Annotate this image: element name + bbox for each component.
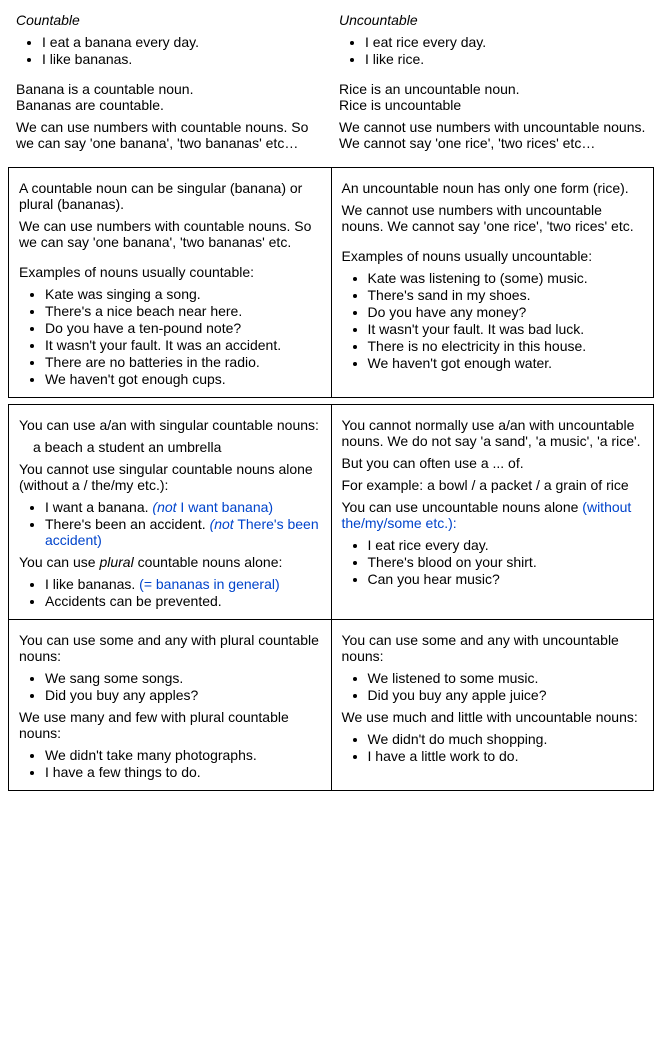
box2-row1-left-list1: I want a banana. (not I want banana) The… — [19, 499, 321, 548]
list-item: Kate was singing a song. — [45, 286, 321, 302]
box1-left: A countable noun can be singular (banana… — [9, 168, 332, 397]
box-2: You can use a/an with singular countable… — [8, 404, 654, 791]
countable-p2: We can use numbers with countable nouns.… — [16, 119, 323, 151]
box2-row1-left-list2: I like bananas. (= bananas in general) A… — [19, 576, 321, 609]
list-item: There's sand in my shoes. — [368, 287, 644, 303]
list-item: We didn't take many photographs. — [45, 747, 321, 763]
text: Banana is a countable noun. — [16, 81, 193, 97]
list-item: I have a little work to do. — [368, 748, 644, 764]
text: You can use — [19, 554, 99, 570]
countable-heading: Countable — [16, 12, 323, 28]
list-item: I like bananas. (= bananas in general) — [45, 576, 321, 592]
box2-row1-right: You cannot normally use a/an with uncoun… — [332, 405, 654, 619]
text: countable nouns alone: — [134, 554, 283, 570]
list-item: I eat rice every day. — [365, 34, 646, 50]
text: We use much and little with uncountable … — [342, 709, 644, 725]
text: Examples of nouns usually uncountable: — [342, 248, 644, 264]
uncountable-col: Uncountable I eat rice every day. I like… — [331, 8, 654, 161]
uncountable-top-list: I eat rice every day. I like rice. — [339, 34, 646, 67]
top-section: Countable I eat a banana every day. I li… — [8, 8, 654, 161]
text: I like bananas. — [45, 576, 139, 592]
box2-row2-right-list2: We didn't do much shopping. I have a lit… — [342, 731, 644, 764]
list-item: I eat a banana every day. — [42, 34, 323, 50]
list-item: Accidents can be prevented. — [45, 593, 321, 609]
box1-right: An uncountable noun has only one form (r… — [332, 168, 654, 397]
list-item: I like rice. — [365, 51, 646, 67]
note: (not — [210, 516, 234, 532]
text: We cannot use numbers with uncountable n… — [342, 202, 644, 234]
list-item: I eat rice every day. — [368, 537, 644, 553]
uncountable-heading: Uncountable — [339, 12, 646, 28]
list-item: We haven't got enough cups. — [45, 371, 321, 387]
list-item: Did you buy any apples? — [45, 687, 321, 703]
list-item: I want a banana. (not I want banana) — [45, 499, 321, 515]
uncountable-p2: We cannot use numbers with uncountable n… — [339, 119, 646, 151]
list-item: We haven't got enough water. — [368, 355, 644, 371]
text: You can use a/an with singular countable… — [19, 417, 321, 433]
list-item: There's been an accident. (not There's b… — [45, 516, 321, 548]
text: You cannot normally use a/an with uncoun… — [342, 417, 644, 449]
note: I want banana) — [177, 499, 274, 515]
text: You can use some and any with plural cou… — [19, 632, 321, 664]
text: You can use plural countable nouns alone… — [19, 554, 321, 570]
list-item: Do you have a ten-pound note? — [45, 320, 321, 336]
countable-col: Countable I eat a banana every day. I li… — [8, 8, 331, 161]
text: plural — [99, 554, 133, 570]
box2-row2-right-list1: We listened to some music. Did you buy a… — [342, 670, 644, 703]
box2-row2-left-list1: We sang some songs. Did you buy any appl… — [19, 670, 321, 703]
box1-right-list: Kate was listening to (some) music. Ther… — [342, 270, 644, 371]
text: There's been an accident. — [45, 516, 210, 532]
list-item: Do you have any money? — [368, 304, 644, 320]
text: Rice is uncountable — [339, 97, 461, 113]
note: (= bananas in general) — [139, 576, 280, 592]
list-item: I like bananas. — [42, 51, 323, 67]
indent-text: a beach a student an umbrella — [33, 439, 321, 455]
text: You can use uncountable nouns alone (wit… — [342, 499, 644, 531]
text: We use many and few with plural countabl… — [19, 709, 321, 741]
list-item: Kate was listening to (some) music. — [368, 270, 644, 286]
list-item: It wasn't your fault. It was bad luck. — [368, 321, 644, 337]
text: You can use some and any with uncountabl… — [342, 632, 644, 664]
text: Examples of nouns usually countable: — [19, 264, 321, 280]
box2-row1-left: You can use a/an with singular countable… — [9, 405, 332, 619]
text: But you can often use a ... of. — [342, 455, 644, 471]
text: An uncountable noun has only one form (r… — [342, 180, 644, 196]
box2-row2-left: You can use some and any with plural cou… — [9, 620, 332, 790]
list-item: Can you hear music? — [368, 571, 644, 587]
box2-row2-right: You can use some and any with uncountabl… — [332, 620, 654, 790]
list-item: There's blood on your shirt. — [368, 554, 644, 570]
list-item: Did you buy any apple juice? — [368, 687, 644, 703]
list-item: I have a few things to do. — [45, 764, 321, 780]
list-item: We listened to some music. — [368, 670, 644, 686]
text: You can use uncountable nouns alone — [342, 499, 583, 515]
list-item: We didn't do much shopping. — [368, 731, 644, 747]
note: (not — [152, 499, 176, 515]
list-item: There are no batteries in the radio. — [45, 354, 321, 370]
countable-top-list: I eat a banana every day. I like bananas… — [16, 34, 323, 67]
text: Rice is an uncountable noun. — [339, 81, 520, 97]
text: You cannot use singular countable nouns … — [19, 461, 321, 493]
box-1: A countable noun can be singular (banana… — [8, 167, 654, 398]
text: We can use numbers with countable nouns.… — [19, 218, 321, 250]
box1-left-list: Kate was singing a song. There's a nice … — [19, 286, 321, 387]
list-item: There is no electricity in this house. — [368, 338, 644, 354]
text: For example: a bowl / a packet / a grain… — [342, 477, 644, 493]
countable-p1: Banana is a countable noun. Bananas are … — [16, 81, 323, 113]
text: Bananas are countable. — [16, 97, 164, 113]
list-item: There's a nice beach near here. — [45, 303, 321, 319]
list-item: It wasn't your fault. It was an accident… — [45, 337, 321, 353]
text: A countable noun can be singular (banana… — [19, 180, 321, 212]
text: I want a banana. — [45, 499, 152, 515]
uncountable-p1: Rice is an uncountable noun. Rice is unc… — [339, 81, 646, 113]
list-item: We sang some songs. — [45, 670, 321, 686]
box2-row2-left-list2: We didn't take many photographs. I have … — [19, 747, 321, 780]
box2-row1-right-list: I eat rice every day. There's blood on y… — [342, 537, 644, 587]
